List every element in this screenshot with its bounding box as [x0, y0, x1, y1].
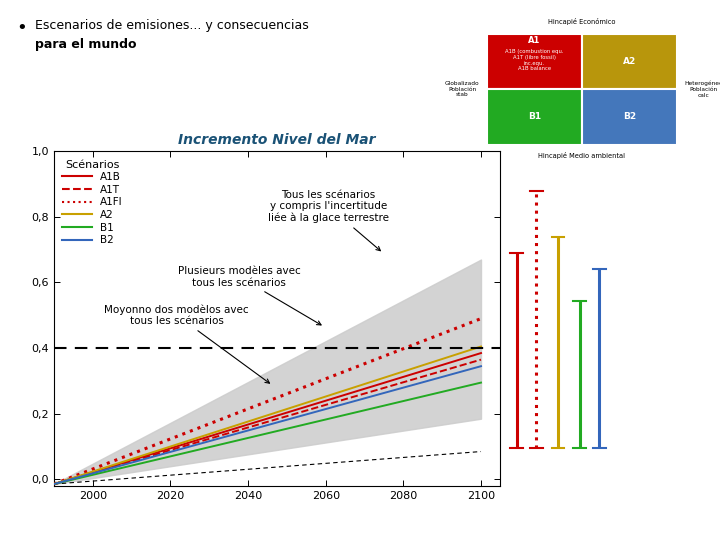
Text: A2: A2: [623, 57, 636, 66]
Bar: [582, 89, 677, 145]
Text: A1B (combustion equ.
A1T (libre fossil)
inc.equ.
A1B balance: A1B (combustion equ. A1T (libre fossil) …: [505, 49, 564, 71]
Text: Heterogéneo
Población
calc: Heterogéneo Población calc: [684, 80, 720, 98]
Text: Hincapié Medio ambiental: Hincapié Medio ambiental: [539, 152, 626, 159]
Text: para el mundo: para el mundo: [35, 38, 136, 51]
Text: Hincapié Económico: Hincapié Económico: [548, 18, 616, 25]
Bar: [487, 89, 582, 145]
Text: B1: B1: [528, 112, 541, 122]
Text: Plusieurs modèles avec
tous les scénarios: Plusieurs modèles avec tous les scénario…: [178, 266, 321, 325]
Text: Globalizado
Población
stab: Globalizado Población stab: [445, 81, 480, 97]
Text: Escenarios de emisiones... y consecuencias: Escenarios de emisiones... y consecuenci…: [35, 19, 308, 32]
Text: A1: A1: [528, 36, 541, 45]
Bar: [487, 33, 582, 89]
Text: Moyonno dos modèlos avec
tous les scénarios: Moyonno dos modèlos avec tous les scénar…: [104, 304, 269, 383]
Bar: [582, 33, 677, 89]
Legend: A1B, A1T, A1FI, A2, B1, B2: A1B, A1T, A1FI, A2, B1, B2: [59, 157, 125, 248]
Text: Tous les scénarios
y compris l'incertitude
liée à la glace terrestre: Tous les scénarios y compris l'incertitu…: [268, 190, 389, 251]
Title: Incremento Nivel del Mar: Incremento Nivel del Mar: [179, 133, 376, 147]
Text: •: •: [16, 19, 27, 37]
Text: B2: B2: [623, 112, 636, 122]
